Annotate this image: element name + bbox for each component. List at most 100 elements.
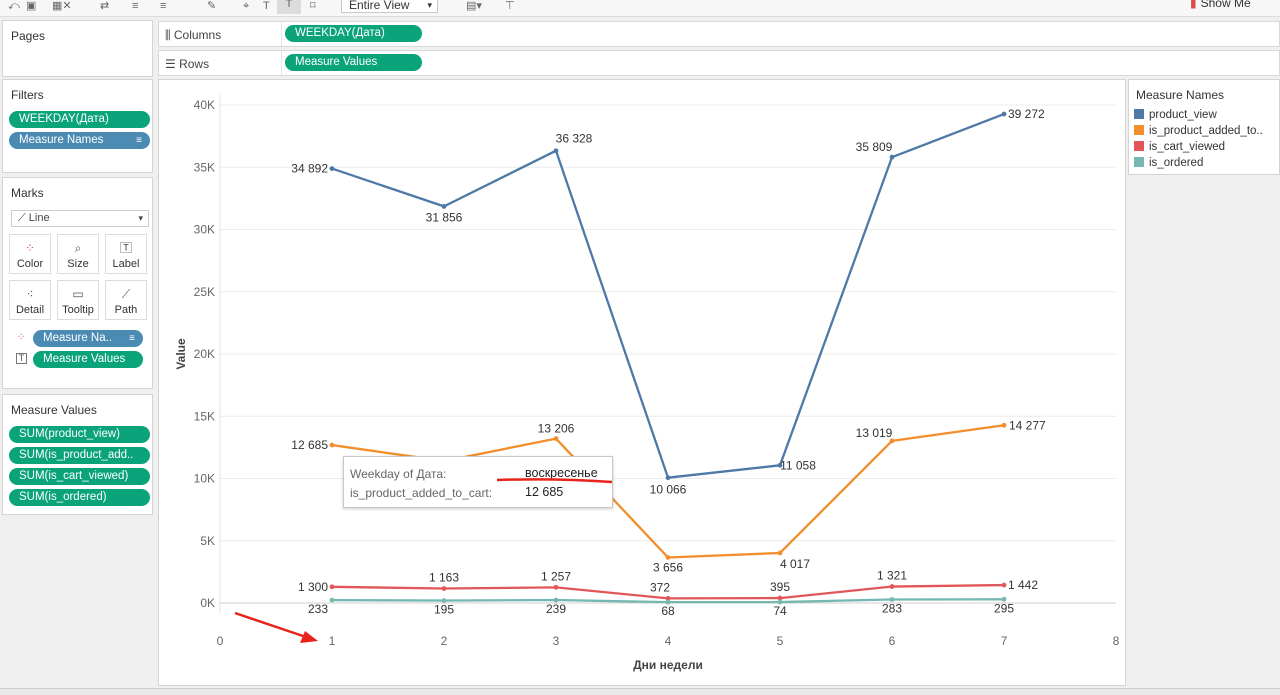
fit-select[interactable]: Entire View ▾ <box>341 0 438 13</box>
chevron-down-icon: ▾ <box>138 213 143 223</box>
legend-item-product-added[interactable]: is_product_added_to.. <box>1134 125 1263 141</box>
data-label: 239 <box>546 602 566 616</box>
measure-pill-product-view[interactable]: SUM(product_view) <box>9 426 150 443</box>
presentation-icon[interactable]: ⊤ <box>505 0 515 12</box>
data-point <box>889 584 895 589</box>
measure-values-title: Measure Values <box>11 403 97 417</box>
data-point <box>665 555 671 560</box>
x-tick-label: 8 <box>1113 634 1120 648</box>
chart-view[interactable]: 0K 5K 10K 15K 20K 25K 30K 35K 40K 0 1 2 3 4 5 6 7 8 Дни не… <box>158 79 1126 686</box>
data-label: 74 <box>773 604 787 618</box>
mark-type-select[interactable]: ⟋ Line ▾ <box>11 210 149 227</box>
measure-pill-label: SUM(is_cart_viewed) <box>19 470 129 482</box>
pages-card[interactable]: Pages <box>2 20 153 77</box>
data-label: 68 <box>661 604 675 618</box>
clear-sheet-icon[interactable]: ▦✕ <box>52 0 72 12</box>
columns-shelf-label: ⫼ Columns <box>165 28 221 43</box>
data-label: 12 685 <box>291 438 328 452</box>
rows-shelf-label: ☰ Rows <box>165 57 209 71</box>
detail-icon: ⁖ <box>26 287 34 301</box>
label-button-label: Label <box>112 258 140 270</box>
marks-pill-measure-names[interactable]: Measure Na.. ≡ <box>33 330 143 347</box>
size-button[interactable]: ⌕ Size <box>57 234 99 274</box>
data-label: 13 019 <box>856 426 893 440</box>
path-button[interactable]: ⟋ Path <box>105 280 147 320</box>
undo-icon[interactable]: ⤺ <box>8 0 20 12</box>
measure-pill-label: SUM(product_view) <box>19 428 120 440</box>
legend-item-product-view[interactable]: product_view <box>1134 109 1217 125</box>
data-label: 195 <box>434 603 454 617</box>
marks-card[interactable]: Marks ⟋ Line ▾ ⁘ Color ⌕ Size 🅃 Label ⁖ Detai… <box>2 177 153 389</box>
show-labels-icon[interactable]: T <box>277 0 301 14</box>
x-tick-label: 2 <box>441 634 448 648</box>
data-point <box>329 584 335 590</box>
show-me-button[interactable]: ▮ Show Me <box>1190 0 1251 10</box>
detail-button[interactable]: ⁖ Detail <box>9 280 51 320</box>
tooltip-button[interactable]: ▭ Tooltip <box>57 280 99 320</box>
data-label: 31 856 <box>426 210 463 224</box>
data-point <box>889 438 895 444</box>
path-button-label: Path <box>114 304 138 316</box>
data-point <box>553 584 559 590</box>
legend-swatch <box>1134 141 1144 151</box>
group-icon[interactable]: ⌖ <box>243 0 250 12</box>
sort-icon: ≡ <box>136 135 142 146</box>
data-point <box>329 597 335 603</box>
tooltip-weekday-value: воскресенье <box>525 466 598 480</box>
save-icon[interactable]: ▣ <box>26 0 37 12</box>
sheet-tabs-bar[interactable] <box>0 688 1280 695</box>
data-point <box>777 595 783 601</box>
data-point <box>777 550 783 556</box>
swap-icon[interactable]: ⇄ <box>100 0 110 12</box>
color-button[interactable]: ⁘ Color <box>9 234 51 274</box>
measure-pill-label: SUM(is_product_add.. <box>19 449 134 461</box>
y-tick-label: 20K <box>194 347 215 361</box>
x-tick-label: 1 <box>329 634 336 648</box>
label-icon[interactable]: T <box>263 0 270 12</box>
filter-pill-weekday[interactable]: WEEKDAY(Дата) <box>9 111 150 128</box>
sort-desc-icon[interactable]: ≡ <box>160 0 167 12</box>
legend-item-ordered[interactable]: is_ordered <box>1134 157 1203 173</box>
data-label: 1 257 <box>541 569 571 583</box>
columns-icon: ⫼ <box>165 28 174 42</box>
filters-title: Filters <box>11 88 44 102</box>
label-button[interactable]: 🅃 Label <box>105 234 147 274</box>
columns-pill-label: WEEKDAY(Дата) <box>295 27 385 39</box>
mark-type-value: Line <box>28 212 50 224</box>
data-label: 34 892 <box>291 162 328 176</box>
measure-pill-product-added[interactable]: SUM(is_product_add.. <box>9 447 150 464</box>
sort-asc-icon[interactable]: ≡ <box>132 0 139 12</box>
marks-pill-measure-values[interactable]: Measure Values <box>33 351 143 368</box>
y-tick-label: 30K <box>194 223 215 237</box>
legend-item-label: is_product_added_to.. <box>1149 125 1263 137</box>
measure-values-card[interactable]: Measure Values SUM(product_view) SUM(is_… <box>2 394 153 515</box>
measure-pill-ordered[interactable]: SUM(is_ordered) <box>9 489 150 506</box>
bar-chart-icon[interactable]: ▤▾ <box>466 0 482 12</box>
measure-pill-label: SUM(is_ordered) <box>19 491 107 503</box>
filter-pill-measure-names[interactable]: Measure Names ≡ <box>9 132 150 149</box>
series-line-product-view <box>331 112 1005 479</box>
show-me-label: Show Me <box>1200 0 1251 10</box>
columns-shelf[interactable]: ⫼ Columns WEEKDAY(Дата) <box>158 21 1280 47</box>
pages-title: Pages <box>11 29 46 43</box>
columns-pill-weekday[interactable]: WEEKDAY(Дата) <box>285 25 422 42</box>
data-label: 39 272 <box>1008 107 1045 121</box>
legend-item-label: is_cart_viewed <box>1149 141 1226 153</box>
rows-pill-measure-values[interactable]: Measure Values <box>285 54 422 71</box>
legend-item-cart-viewed[interactable]: is_cart_viewed <box>1134 141 1225 157</box>
x-tick-label: 7 <box>1001 634 1008 648</box>
data-point <box>889 597 895 602</box>
filters-card[interactable]: Filters WEEKDAY(Дата) Measure Names ≡ <box>2 79 153 173</box>
pin-icon[interactable]: ⌑ <box>310 0 316 12</box>
line-chart[interactable]: 0K 5K 10K 15K 20K 25K 30K 35K 40K 0 1 2 3 4 5 6 7 8 Дни не… <box>159 80 1125 685</box>
measure-pill-cart-viewed[interactable]: SUM(is_cart_viewed) <box>9 468 150 485</box>
toolbar: ⤺ ▣ ▦✕ ⇄ ≡ ≡ ✎ ⌖ T T ⌑ Entire View ▾ ▤▾ ⊤… <box>0 0 1280 17</box>
data-label: 14 277 <box>1009 418 1046 432</box>
data-point <box>1001 582 1007 588</box>
size-button-label: Size <box>67 258 89 270</box>
data-point <box>1001 111 1007 117</box>
data-point <box>1001 596 1007 602</box>
color-legend[interactable]: Measure Names product_view is_product_ad… <box>1128 79 1280 175</box>
rows-shelf[interactable]: ☰ Rows Measure Values <box>158 50 1280 76</box>
highlight-icon[interactable]: ✎ <box>207 0 217 12</box>
